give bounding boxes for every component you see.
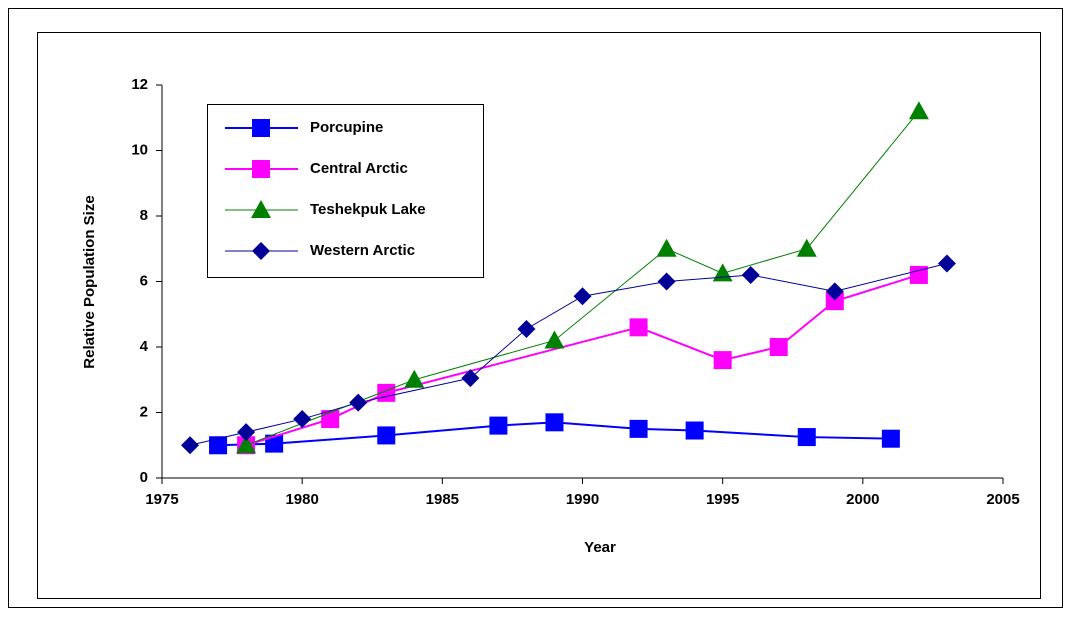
marker [209,436,228,455]
x-tick-label: 1975 [145,491,178,508]
marker [349,393,368,412]
marker [881,429,900,448]
marker [629,318,648,337]
marker [545,413,564,432]
marker [685,421,704,440]
marker [544,330,565,349]
marker [252,160,270,178]
marker [404,369,425,388]
x-tick-label: 1995 [706,491,739,508]
outer-frame [8,8,1063,608]
y-tick-label: 6 [140,272,148,289]
marker [825,292,844,311]
marker [797,428,816,447]
x-tick-label: 1980 [285,491,318,508]
legend-label: Porcupine [310,119,383,136]
legend-label: Central Arctic [310,160,408,177]
marker [293,410,312,429]
marker [252,242,270,260]
marker [181,436,200,455]
marker [461,369,480,388]
series-line [245,273,920,447]
x-axis-label: Year [584,539,616,556]
marker [796,238,817,257]
marker [573,287,592,306]
marker [236,435,257,454]
marker [656,238,677,257]
marker [713,351,732,370]
y-axis-label: Relative Population Size [81,195,98,368]
marker [517,319,536,338]
marker [489,416,508,435]
marker [908,101,929,120]
y-tick-label: 2 [140,403,148,420]
y-tick-label: 4 [140,338,149,355]
x-tick-label: 2005 [986,491,1019,508]
chart-frame [37,32,1041,599]
x-tick-label: 1990 [566,491,599,508]
x-tick-label: 2000 [846,491,879,508]
legend-label: Western Arctic [310,242,415,259]
y-tick-label: 8 [140,207,148,224]
marker [251,200,271,218]
marker [769,338,788,356]
x-tick-label: 1985 [426,491,459,508]
marker [741,265,760,284]
y-tick-label: 0 [140,469,148,486]
marker [265,434,284,453]
marker [657,272,676,291]
marker [937,254,956,273]
marker [377,426,396,445]
legend-label: Teshekpuk Lake [310,201,426,218]
marker [825,282,844,301]
y-tick-label: 10 [131,141,148,158]
marker [237,423,256,442]
y-tick-label: 12 [131,76,148,93]
marker [252,119,270,137]
marker [629,419,648,438]
marker [909,265,928,284]
